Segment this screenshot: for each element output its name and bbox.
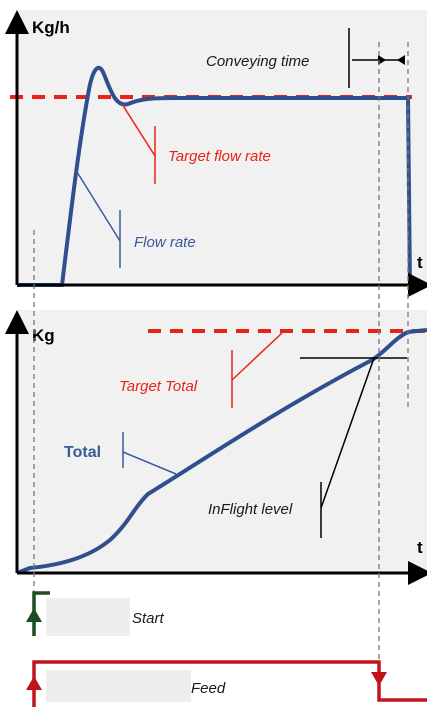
bottom-panel-background [17,310,427,573]
top-y-axis-label: Kg/h [32,18,70,37]
total-pointer [122,451,177,475]
inflight-level-pointer [320,357,375,509]
target-flow-rate-label: Target flow rate [168,148,271,165]
start-label: Start [132,610,165,627]
start-up-arrow [26,608,42,622]
feed-label: Feed [191,680,226,697]
flow-rate-curve [17,65,412,289]
inflight-level-label: InFlight level [208,501,293,518]
bottom-x-axis-label: t [417,538,423,557]
flow-rate-label: Flow rate [134,234,196,251]
feed-signal-box [46,670,191,702]
bottom-y-axis-label: Kg [32,326,55,345]
conveying-time-label: Conveying time [206,53,309,70]
target-flow-rate-pointer [121,103,156,157]
total-label: Total [64,444,101,461]
start-signal-box [46,598,130,636]
target-total-label: Target Total [119,378,198,395]
top-x-axis-label: t [417,253,423,272]
total-curve [16,328,427,575]
target-total-pointer [231,332,283,381]
feed-up-arrow [26,676,42,690]
flow-rate-pointer [76,171,121,242]
feed-down-arrow [371,672,387,686]
top-panel-background [17,10,427,285]
